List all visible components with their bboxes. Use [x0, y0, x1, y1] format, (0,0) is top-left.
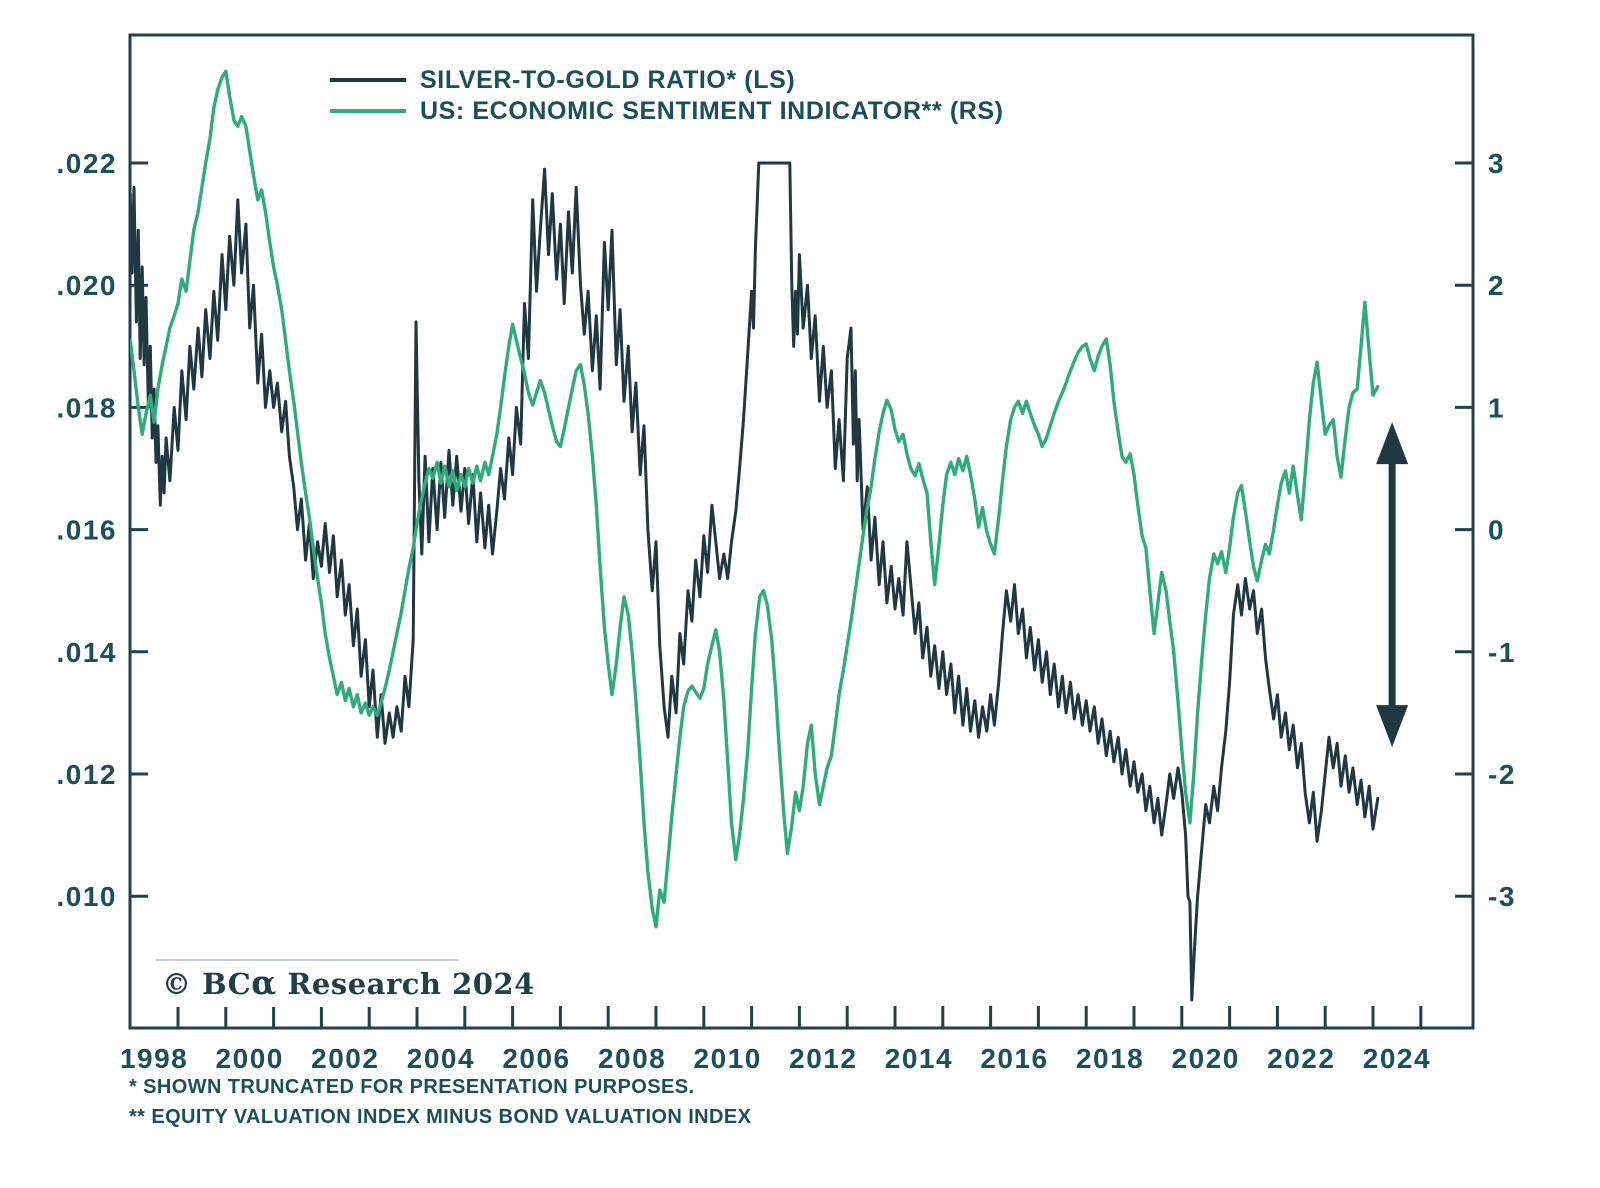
x-year-label: 2022 [1267, 1043, 1335, 1074]
y-left-label: .022 [57, 148, 118, 179]
y-left-label: .018 [57, 392, 118, 423]
footnote-truncated: * SHOWN TRUNCATED FOR PRESENTATION PURPO… [129, 1076, 695, 1098]
x-year-label: 2024 [1363, 1043, 1431, 1074]
y-left-label: .016 [57, 515, 118, 546]
y-right-label: -1 [1488, 637, 1516, 668]
y-right-label: -2 [1488, 759, 1516, 790]
x-year-label: 1998 [120, 1043, 188, 1074]
legend: SILVER-TO-GOLD RATIO* (LS) US: ECONOMIC … [330, 65, 1004, 125]
x-year-label: 2012 [789, 1043, 857, 1074]
logo-suffix: Research 2024 [276, 967, 535, 1001]
footnote-definition: ** EQUITY VALUATION INDEX MINUS BOND VAL… [129, 1106, 752, 1128]
plot-border [128, 33, 1475, 1030]
footnotes: * SHOWN TRUNCATED FOR PRESENTATION PURPO… [129, 1072, 751, 1132]
double-arrow-up-head-icon [1376, 422, 1409, 465]
x-year-label: 2010 [694, 1043, 762, 1074]
x-year-label: 2002 [311, 1043, 379, 1074]
y-right-label: -3 [1488, 881, 1516, 912]
x-year-label: 2000 [216, 1043, 284, 1074]
y-right-label: 2 [1488, 270, 1505, 301]
y-right-label: 0 [1488, 515, 1505, 546]
bca-logo-text: © BCα Research 2024 [156, 967, 535, 1001]
bca-logo: © BCα Research 2024 [156, 959, 534, 1007]
y-left-label: .012 [57, 759, 118, 790]
x-year-label: 2018 [1076, 1043, 1144, 1074]
y-right-label: 1 [1488, 392, 1505, 423]
y-left-label: .020 [57, 270, 118, 301]
x-year-label: 2008 [598, 1043, 666, 1074]
x-year-label: 2014 [885, 1043, 953, 1074]
legend-item-silver-gold: SILVER-TO-GOLD RATIO* (LS) [330, 65, 1004, 94]
x-year-label: 2006 [502, 1043, 570, 1074]
sentiment-line-swatch-icon [330, 109, 406, 113]
legend-label-sentiment: US: ECONOMIC SENTIMENT INDICATOR** (RS) [420, 96, 1004, 125]
y-left-label: .010 [57, 881, 118, 912]
logo-alpha-glyph: α [251, 964, 277, 1002]
y-left-label: .014 [57, 637, 118, 668]
x-year-label: 2004 [407, 1043, 475, 1074]
logo-prefix: © BC [162, 967, 252, 1001]
x-year-label: 2016 [980, 1043, 1048, 1074]
legend-label-silver-gold: SILVER-TO-GOLD RATIO* (LS) [420, 65, 796, 94]
y-right-label: 3 [1488, 148, 1505, 179]
legend-item-sentiment: US: ECONOMIC SENTIMENT INDICATOR** (RS) [330, 96, 1004, 125]
silver-gold-line-swatch-icon [330, 78, 406, 82]
silver-gold-ratio-line [130, 161, 1380, 1002]
double-arrow-down-head-icon [1376, 705, 1409, 748]
x-year-label: 2020 [1172, 1043, 1240, 1074]
economic-sentiment-line [130, 69, 1380, 929]
